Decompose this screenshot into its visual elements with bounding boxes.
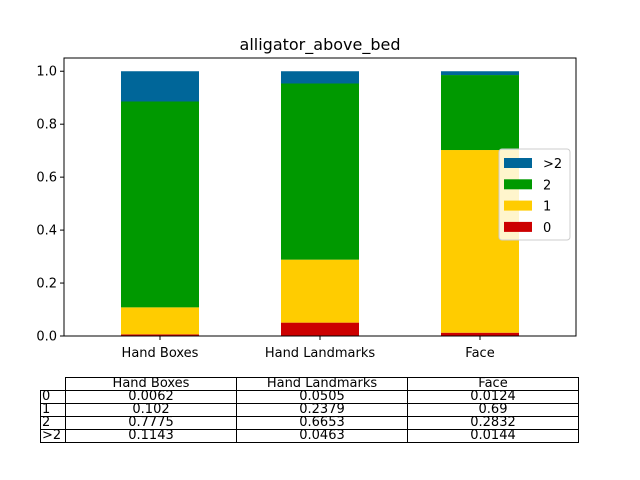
bar-segment bbox=[281, 71, 359, 84]
table-row: 0 0.0062 0.0505 0.0124 bbox=[40, 390, 579, 404]
legend-swatch bbox=[504, 200, 532, 211]
legend-label: >2 bbox=[543, 157, 562, 172]
bar-segment bbox=[281, 259, 359, 323]
table-cell: 0.0062 bbox=[65, 390, 237, 404]
bars-group bbox=[121, 71, 519, 336]
legend: >2 2 1 0 bbox=[498, 148, 571, 241]
x-tick-label: Hand Boxes bbox=[122, 346, 199, 361]
legend-swatch bbox=[504, 221, 532, 232]
stacked-bar-chart: alligator_above_bed 0.0 0.2 0.4 0.6 0.8 1.0 H… bbox=[36, 35, 577, 361]
table-row-label: >2 bbox=[40, 429, 66, 443]
bar-segment bbox=[281, 322, 359, 336]
bar-segment bbox=[281, 83, 359, 260]
x-tick-label: Face bbox=[465, 346, 494, 361]
bar-segment bbox=[441, 75, 519, 151]
legend-box bbox=[498, 148, 571, 241]
table-row: >2 0.1143 0.0463 0.0144 bbox=[40, 429, 579, 443]
table-cell: 0.2379 bbox=[236, 403, 408, 417]
legend-swatch bbox=[504, 158, 532, 168]
y-tick-label: 0.4 bbox=[36, 224, 57, 239]
table-col-header: Hand Landmarks bbox=[236, 377, 408, 391]
bar-segment bbox=[121, 334, 199, 336]
legend-label: 1 bbox=[543, 200, 551, 215]
bar-segment bbox=[441, 332, 519, 336]
chart-title: alligator_above_bed bbox=[240, 35, 401, 55]
table-cell: 0.7775 bbox=[65, 416, 237, 430]
legend-swatch bbox=[504, 179, 532, 190]
table-row: 1 0.102 0.2379 0.69 bbox=[40, 403, 579, 417]
x-axis: Hand Boxes Hand Landmarks Face bbox=[122, 336, 495, 361]
y-tick-label: 0.8 bbox=[36, 118, 57, 133]
y-tick-label: 1.0 bbox=[36, 65, 57, 80]
y-tick-label: 0.2 bbox=[36, 277, 57, 292]
x-tick-label: Hand Landmarks bbox=[265, 346, 376, 361]
table-cell: 0.0463 bbox=[236, 429, 408, 443]
table-header-row: Hand Boxes Hand Landmarks Face bbox=[41, 377, 579, 391]
legend-label: 2 bbox=[543, 178, 551, 193]
legend-label: 0 bbox=[543, 221, 551, 236]
table-cell: 0.0144 bbox=[407, 429, 579, 443]
bar-segment bbox=[121, 101, 199, 308]
bar-segment bbox=[121, 71, 199, 102]
bar-segment bbox=[441, 71, 519, 76]
data-table: Hand Boxes Hand Landmarks Face 0 0.0062 … bbox=[40, 377, 579, 443]
y-tick-label: 0.0 bbox=[36, 330, 57, 345]
y-tick-label: 0.6 bbox=[36, 171, 57, 186]
table-cell: 0.1143 bbox=[65, 429, 237, 443]
y-axis: 0.0 0.2 0.4 0.6 0.8 1.0 bbox=[36, 65, 64, 345]
bar-segment bbox=[121, 307, 199, 335]
